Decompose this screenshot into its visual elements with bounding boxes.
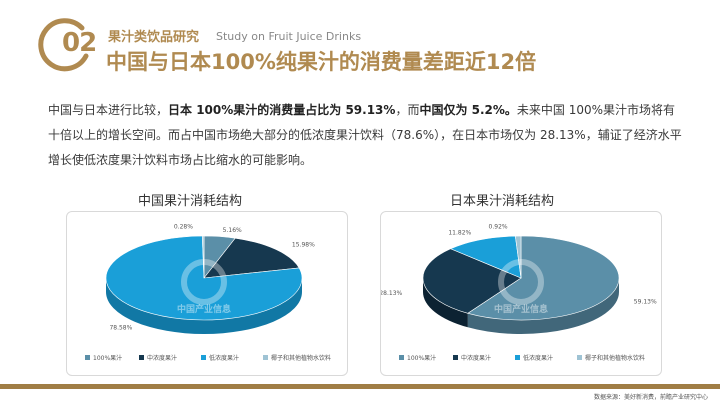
page-title: 中国与日本100%纯果汁的消费量差距近12倍	[106, 50, 537, 74]
legend-label: 100%果汁	[93, 354, 122, 362]
pie-slice	[203, 237, 300, 279]
chart-title-japan: 日本果汁消耗结构	[450, 194, 555, 209]
pie-slice	[467, 235, 620, 321]
pie-value-label: 15.98%	[292, 241, 315, 248]
legend-label: 低浓度果汁	[209, 354, 239, 362]
pie-slice	[422, 248, 522, 314]
pie-chart-japan: 中国产业信息 59.13% 28.13% 11.82% 0.92% 100%果汁 中浓度果汁…	[381, 224, 657, 362]
pie-value-label: 0.28%	[174, 224, 193, 231]
section-number: 02	[62, 28, 97, 58]
footer-bar	[0, 384, 720, 389]
summary-highlight-japan: 日本 100%果汁的消费量占比为 59.13%	[168, 103, 396, 117]
pie-slice	[105, 235, 303, 321]
legend-swatch	[139, 355, 144, 360]
chart-title-china: 中国果汁消耗结构	[138, 194, 243, 209]
watermark-text: 中国产业信息	[494, 303, 548, 315]
section-label-cn: 果汁类饮品研究	[108, 30, 200, 45]
summary-paragraph: 中国与日本进行比较，日本 100%果汁的消费量占比为 59.13%，而中国仅为 …	[48, 98, 682, 173]
pie-value-label: 0.92%	[489, 224, 508, 231]
legend-label: 椰子和其他植物水饮料	[585, 354, 645, 362]
pie-value-label: 28.13%	[381, 290, 402, 297]
section-badge-ring	[38, 18, 89, 72]
summary-text-1: 中国与日本进行比较，	[48, 103, 169, 117]
summary-highlight-china: 中国仅为 5.2%。	[419, 103, 517, 117]
legend-swatch	[577, 355, 582, 360]
pie-slice-side	[106, 278, 302, 334]
legend-label: 中浓度果汁	[147, 354, 177, 362]
watermark-logo	[498, 259, 544, 305]
pie-value-label: 5.16%	[223, 227, 242, 234]
legend-label: 中浓度果汁	[461, 354, 491, 362]
legend-swatch	[399, 355, 404, 360]
chart-panel-japan: 中国产业信息 59.13% 28.13% 11.82% 0.92% 100%果汁 中浓度果汁…	[380, 211, 662, 376]
summary-text-3: 未来中国 100%果汁市场将有十倍以上的增长空间。而占中国市场绝大部分的低浓度果…	[48, 103, 682, 167]
pie-value-label: 78.58%	[109, 324, 132, 331]
legend-swatch	[201, 355, 206, 360]
legend-swatch	[453, 355, 458, 360]
pie-slice	[201, 235, 205, 279]
pie-slice	[514, 235, 522, 279]
watermark-text: 中国产业信息	[177, 303, 231, 315]
chart-panel-china: 中国产业信息 5.16% 15.98% 78.58% 0.28% 100%果汁 中浓度果汁 低…	[66, 211, 348, 376]
legend-swatch	[515, 355, 520, 360]
pie-slice	[449, 235, 522, 279]
watermark-logo	[181, 259, 227, 305]
section-label-en: Study on Fruit Juice Drinks	[216, 30, 362, 43]
legend-label: 100%果汁	[407, 354, 436, 362]
data-source: 数据来源：美好新消费，前瞻产业研究中心	[593, 394, 708, 401]
legend-swatch	[263, 355, 268, 360]
summary-text-2: ，而	[395, 103, 420, 117]
pie-slice-side	[423, 278, 468, 328]
legend-label: 低浓度果汁	[523, 354, 553, 362]
pie-chart-china: 中国产业信息 5.16% 15.98% 78.58% 0.28% 100%果汁 中浓度果汁 低…	[85, 224, 331, 362]
pie-value-label: 11.82%	[448, 229, 471, 236]
pie-slice-side	[467, 278, 619, 334]
legend-swatch	[85, 355, 90, 360]
legend-label: 椰子和其他植物水饮料	[271, 354, 331, 362]
pie-value-label: 59.13%	[634, 299, 657, 306]
